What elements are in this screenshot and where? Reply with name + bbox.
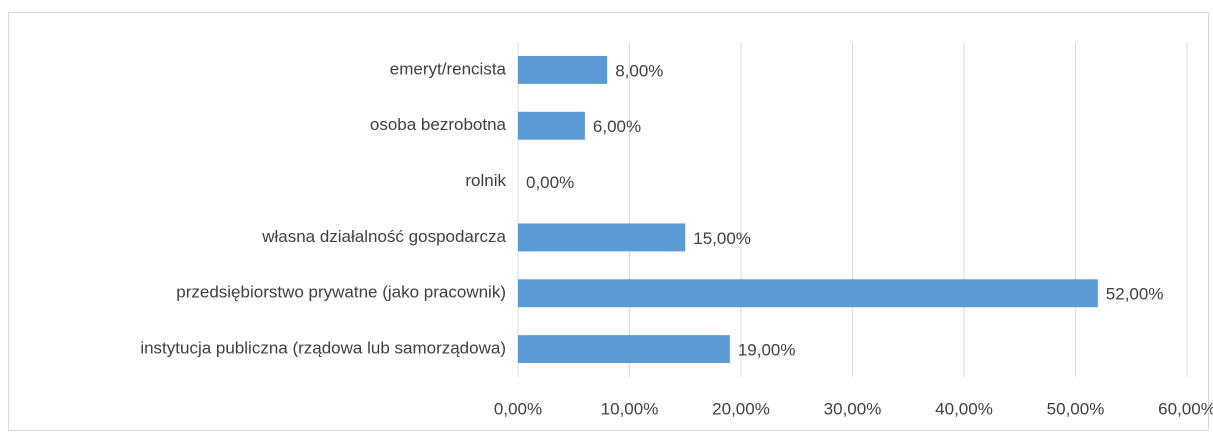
data-label: 15,00% [693, 229, 751, 248]
bar [518, 55, 608, 84]
data-label: 6,00% [593, 117, 641, 136]
data-label: 8,00% [615, 61, 663, 80]
bar [518, 223, 686, 252]
x-tick-label: 50,00% [1047, 399, 1105, 418]
data-label: 0,00% [526, 173, 574, 192]
y-tick-label: osoba bezrobotna [370, 115, 507, 134]
y-tick-label: rolnik [465, 171, 506, 190]
bar [518, 111, 585, 140]
x-tick-label: 60,00% [1158, 399, 1213, 418]
chart-frame [8, 12, 1209, 431]
bar [518, 335, 730, 364]
x-tick-label: 30,00% [824, 399, 882, 418]
x-tick-label: 0,00% [494, 399, 542, 418]
bar [518, 279, 1098, 308]
x-tick-label: 40,00% [935, 399, 993, 418]
y-tick-label: przedsiębiorstwo prywatne (jako pracowni… [176, 283, 506, 302]
x-tick-label: 20,00% [712, 399, 770, 418]
data-label: 19,00% [738, 341, 796, 360]
y-tick-label: emeryt/rencista [390, 59, 507, 78]
x-tick-label: 10,00% [601, 399, 659, 418]
y-tick-label: własna działalność gospodarcza [261, 227, 506, 246]
y-tick-label: instytucja publiczna (rządowa lub samorz… [140, 339, 506, 358]
data-label: 52,00% [1106, 285, 1164, 304]
